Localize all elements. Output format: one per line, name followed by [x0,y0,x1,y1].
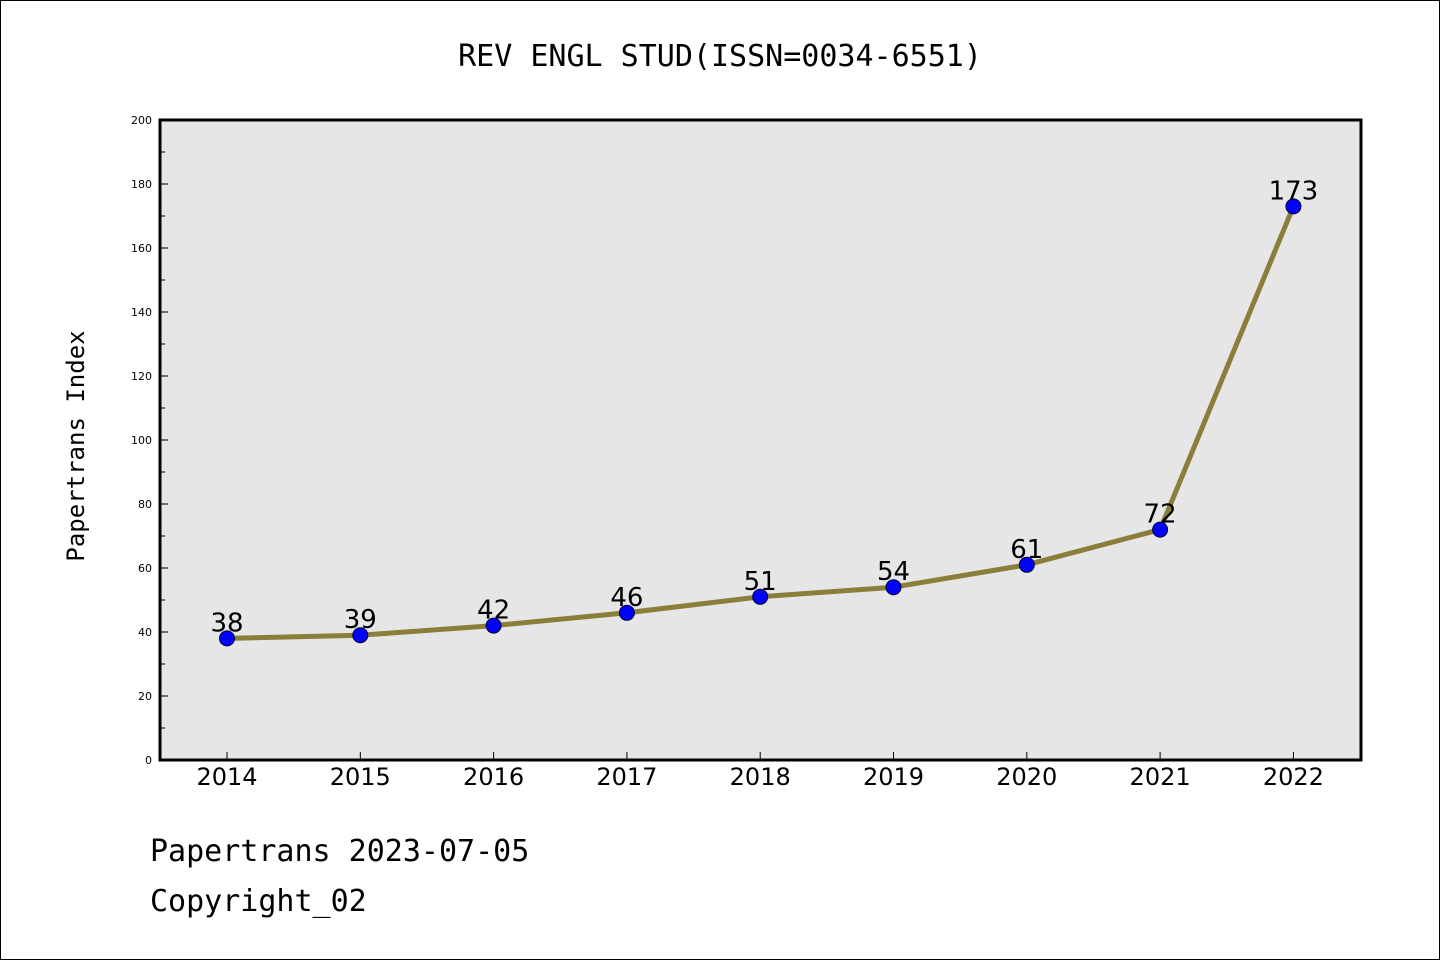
y-tick-label: 100 [131,434,152,447]
x-tick-label: 2016 [463,763,524,791]
data-point [219,630,235,647]
data-label: 61 [1010,535,1043,565]
y-tick-label: 80 [138,498,152,511]
data-label: 39 [344,605,377,635]
data-label: 54 [877,557,910,587]
data-label: 38 [210,608,243,638]
footer-date: Papertrans 2023-07-05 [150,834,530,869]
data-label: 72 [1144,500,1177,530]
y-axis-label: Papertrans Index [62,330,90,561]
x-tick-label: 2021 [1130,763,1191,791]
data-label: 51 [744,567,777,597]
y-tick-label: 20 [138,690,152,703]
x-tick-label: 2020 [996,763,1057,791]
data-point [485,617,502,634]
x-axis: 2014 2015 2016 2017 2018 2019 2020 2021 2022 [196,752,1324,791]
x-tick-label: 2018 [730,763,791,791]
x-tick-label: 2015 [330,763,391,791]
data-label: 46 [610,583,643,613]
x-tick-label: 2014 [196,763,257,791]
y-tick-label: 60 [138,562,152,575]
y-tick-label: 120 [131,370,152,383]
x-tick-label: 2019 [863,763,924,791]
y-tick-label: 180 [131,178,152,191]
data-point [1018,556,1035,573]
data-point [352,627,369,644]
data-point [618,604,635,621]
y-tick-label: 0 [145,754,152,767]
data-point [752,588,769,605]
footer-copyright: Copyright_02 [150,884,367,919]
series-group: 38 39 42 46 51 54 61 72 173 [210,176,1319,647]
data-label: 42 [477,596,510,626]
y-tick-label: 40 [138,626,152,639]
y-tick-label: 200 [131,114,152,127]
chart-title: REV ENGL STUD(ISSN=0034-6551) [458,39,982,74]
x-tick-label: 2017 [596,763,657,791]
y-tick-label: 140 [131,306,152,319]
data-point [1152,521,1169,538]
y-tick-label: 160 [131,242,152,255]
data-label: 173 [1269,176,1319,206]
y-axis: 0 20 40 60 80 100 120 140 160 180 200 [131,114,168,767]
plot-area [158,118,1363,762]
data-point [1285,198,1302,215]
x-tick-label: 2022 [1263,763,1324,791]
data-point [885,579,902,596]
